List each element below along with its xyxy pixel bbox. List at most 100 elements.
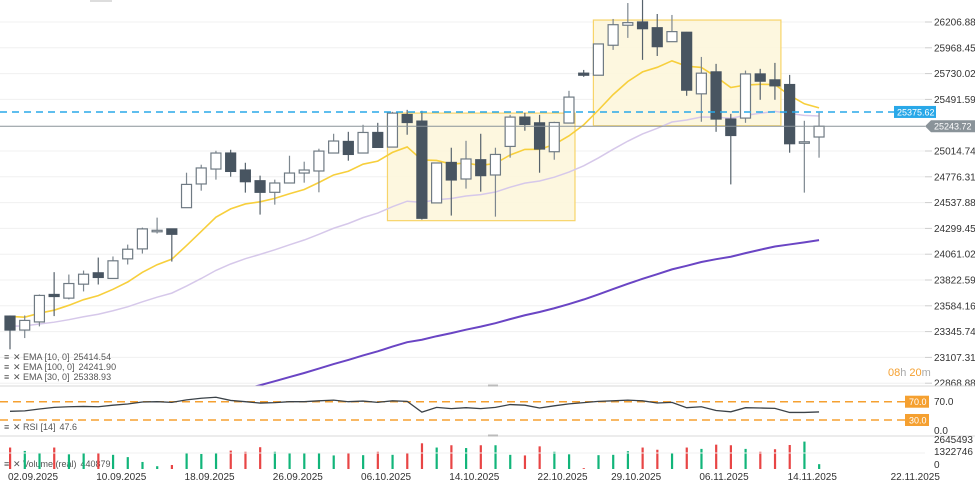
volume-bar	[670, 453, 674, 469]
candle	[533, 114, 546, 173]
volume-bar	[288, 452, 291, 469]
candle	[166, 228, 178, 262]
bar-countdown: 08h 20m	[888, 367, 931, 379]
rsi-level-text: 30.0	[909, 415, 927, 425]
candle	[357, 124, 369, 154]
volume-bar	[788, 444, 791, 469]
legend-ema-10[interactable]: ≡ ✕ EMA [10, 0] 25414.54	[4, 352, 111, 362]
volume-bar	[685, 447, 688, 469]
candle-body-bullish	[63, 282, 75, 299]
volume-bar	[53, 447, 56, 469]
candle-body-bullish	[107, 260, 119, 280]
candle-body-bearish	[445, 161, 457, 181]
close-icon[interactable]: ✕	[13, 459, 21, 469]
close-icon[interactable]: ✕	[13, 352, 21, 362]
date-tick-label: 29.10.2025	[611, 472, 661, 482]
settings-icon[interactable]: ≡	[4, 372, 9, 382]
ema-30-line	[9, 110, 820, 328]
settings-icon[interactable]: ≡	[4, 459, 9, 469]
volume-bar	[553, 451, 556, 469]
price-tick-label: 23107.31	[934, 353, 975, 364]
volume-bar	[244, 451, 247, 469]
volume-bar	[597, 455, 600, 469]
candle-body-bullish	[489, 153, 502, 176]
candle	[33, 294, 46, 327]
countdown-hours: 08	[888, 367, 900, 379]
volume-bar	[567, 454, 571, 469]
settings-icon[interactable]: ≡	[4, 362, 9, 372]
settings-icon[interactable]: ≡	[4, 352, 9, 362]
zone-drawings[interactable]	[386, 19, 782, 222]
volume-bar	[818, 464, 821, 469]
candle	[504, 114, 516, 158]
volume-bar	[170, 465, 174, 469]
resize-handle-volume[interactable]	[488, 434, 498, 437]
candles	[4, 0, 825, 350]
volume-bar	[773, 449, 777, 469]
candle	[298, 161, 310, 183]
legend-name: EMA [30, 0]	[23, 372, 70, 382]
candle	[681, 31, 693, 96]
alert-price-text: 25375.62	[897, 107, 935, 117]
close-icon[interactable]: ✕	[13, 422, 21, 432]
candle	[254, 175, 266, 215]
candle-body-bullish	[136, 228, 148, 250]
volume-bar	[641, 447, 644, 469]
candle	[401, 109, 413, 135]
candle	[784, 74, 796, 153]
price-tick-label: 24537.88	[934, 198, 975, 209]
candle-body-bullish	[563, 96, 575, 124]
close-icon[interactable]: ✕	[13, 362, 21, 372]
legend-ema-100[interactable]: ≡ ✕ EMA [100, 0] 24241.90	[4, 362, 116, 372]
candle-body-bearish	[4, 315, 16, 331]
candle	[269, 179, 281, 205]
candle-body-bullish	[504, 116, 516, 148]
candle-body-bearish	[651, 27, 663, 48]
date-tick-label: 26.09.2025	[273, 472, 323, 482]
resize-handle-rsi[interactable]	[488, 384, 498, 387]
alert-price-tag	[894, 105, 936, 118]
price-tick-label: 23822.59	[934, 275, 975, 286]
candle-body-bearish	[225, 152, 237, 173]
legend-name: EMA [100, 0]	[23, 362, 75, 372]
candle-body-bearish	[681, 31, 693, 91]
volume-bar	[126, 457, 129, 469]
legend-rsi[interactable]: ≡ ✕ RSI [14] 47.6	[4, 422, 77, 432]
candle-body-bullish	[357, 131, 369, 154]
candle	[63, 274, 75, 300]
price-axis[interactable]: 26206.88 25968.45 25730.02 25491.59 25014.74…	[934, 18, 975, 390]
candle-body-bearish	[784, 83, 796, 145]
candle	[607, 18, 619, 50]
candle	[578, 69, 590, 77]
candle	[328, 133, 340, 154]
rsi-level-tag	[905, 413, 929, 426]
candle	[725, 113, 737, 185]
date-tick-label: 06.11.2025	[699, 472, 749, 482]
candle	[4, 315, 16, 350]
candle-body-bearish	[254, 180, 266, 193]
scroll-handle[interactable]	[90, 0, 112, 2]
candle	[151, 217, 163, 234]
legend-value: 25414.54	[74, 352, 112, 362]
date-axis[interactable]: 02.09.2025 10.09.2025 18.09.2025 26.09.2025…	[8, 472, 940, 482]
candle	[430, 162, 443, 204]
candle	[195, 164, 207, 191]
volume-bar	[582, 468, 585, 469]
legend-volume[interactable]: ≡ ✕ Volume (real) 440879	[4, 459, 111, 469]
legend-ema-30[interactable]: ≡ ✕ EMA [30, 0] 25338.93	[4, 372, 111, 382]
candle	[372, 122, 384, 148]
price-tick-label: 23345.74	[934, 327, 975, 338]
price-tick-label: 24776.31	[934, 172, 975, 183]
candle	[416, 110, 428, 220]
last-price-text: 25243.72	[934, 122, 972, 132]
close-icon[interactable]: ✕	[13, 372, 21, 382]
volume-bar	[347, 453, 350, 469]
candle-body-bearish	[725, 118, 737, 137]
price-tick-label: 25968.45	[934, 43, 975, 54]
candle	[48, 272, 60, 317]
settings-icon[interactable]: ≡	[4, 422, 9, 432]
volume-bar	[435, 447, 438, 469]
candle	[651, 13, 663, 56]
